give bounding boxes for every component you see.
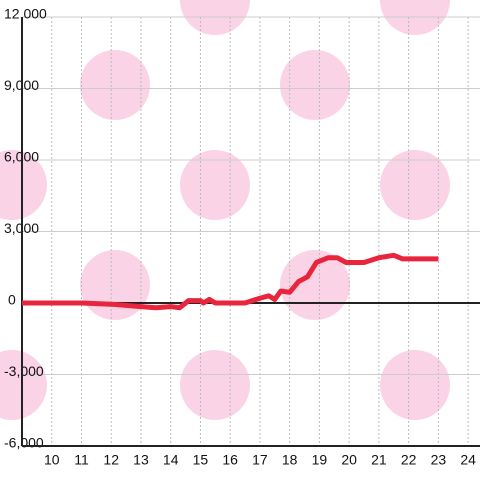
x-tick-label: 24	[460, 452, 476, 468]
x-tick-label: 17	[252, 452, 268, 468]
y-tick-label: 12,000	[4, 6, 47, 22]
x-tick-label: 16	[222, 452, 238, 468]
x-tick-label: 19	[312, 452, 328, 468]
x-tick-label: 10	[44, 452, 60, 468]
y-tick-label: 0	[8, 292, 16, 308]
x-tick-label: 21	[371, 452, 387, 468]
x-tick-label: 20	[341, 452, 357, 468]
watermark	[0, 0, 450, 420]
x-tick-label: 11	[74, 452, 89, 468]
x-tick-label: 23	[431, 452, 447, 468]
x-tick-label: 13	[133, 452, 149, 468]
x-tick-label: 18	[282, 452, 298, 468]
y-tick-label: -3,000	[4, 363, 44, 379]
y-tick-label: -6,000	[4, 435, 44, 451]
x-tick-label: 15	[193, 452, 209, 468]
x-tick-label: 22	[401, 452, 417, 468]
data-line	[22, 252, 439, 311]
x-tick-label: 14	[163, 452, 179, 468]
x-tick-label: 12	[103, 452, 119, 468]
